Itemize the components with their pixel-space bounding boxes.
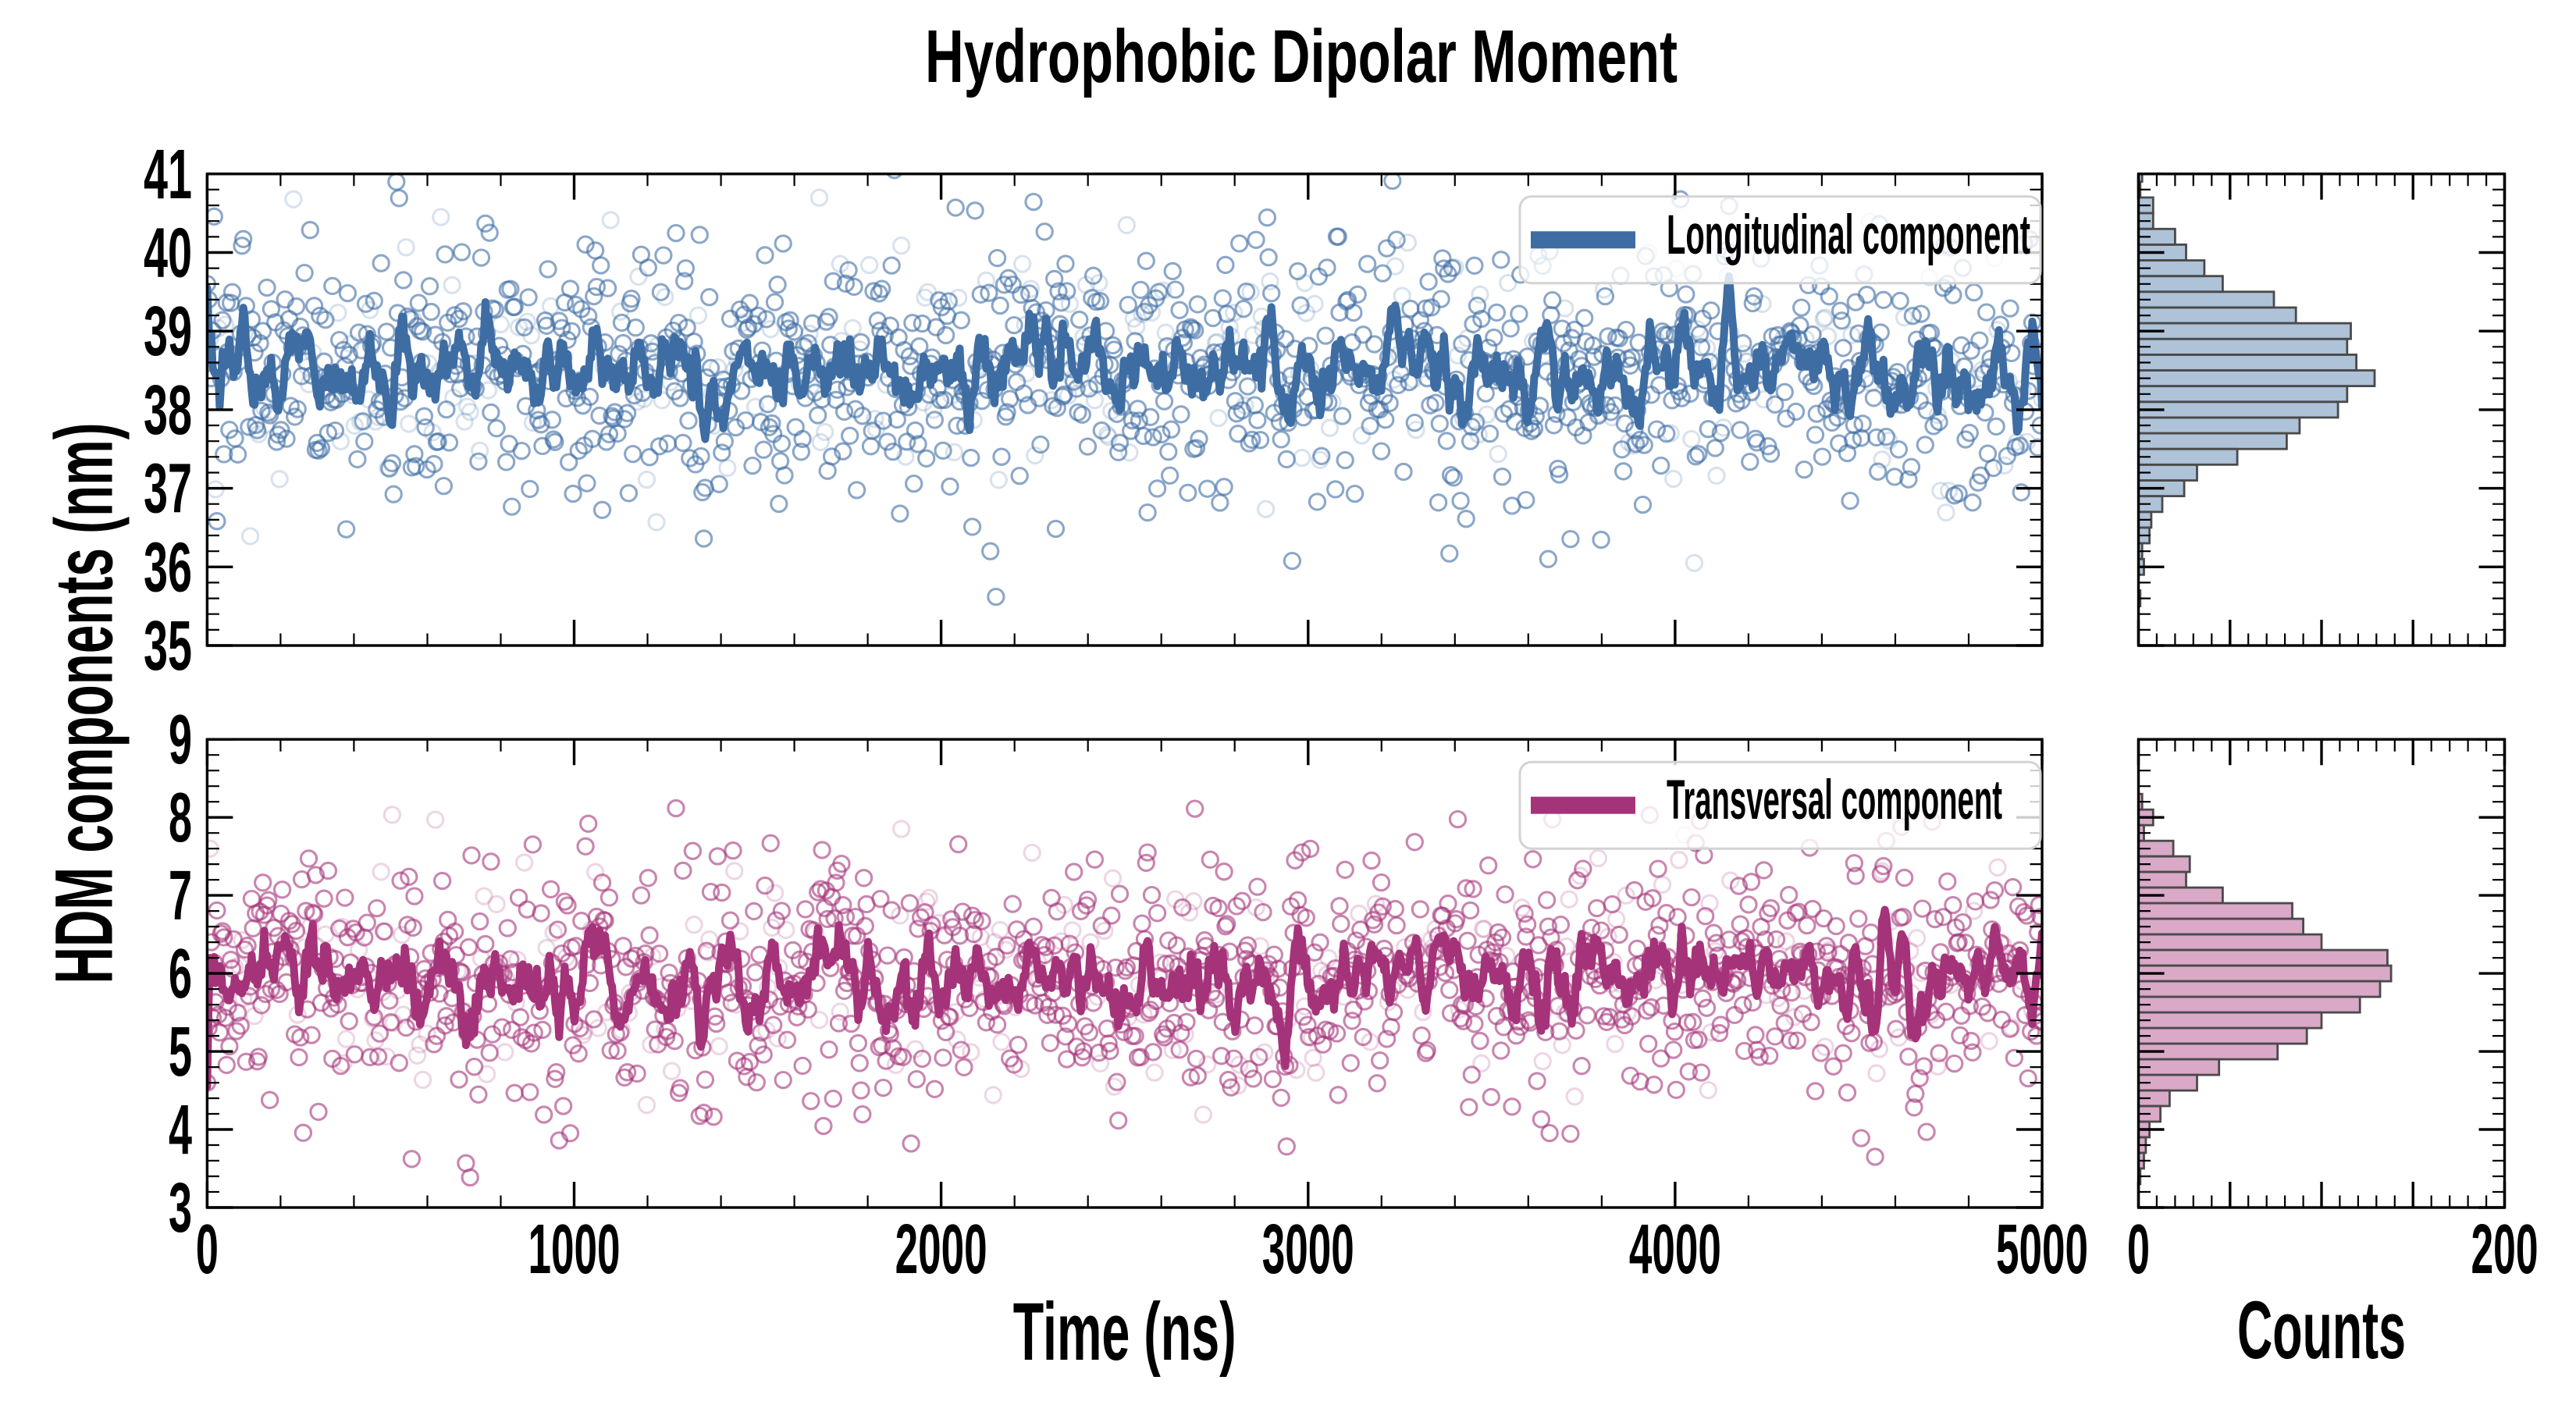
svg-text:41: 41 bbox=[144, 136, 192, 214]
svg-text:36: 36 bbox=[144, 528, 192, 606]
svg-text:Hydrophobic Dipolar Moment: Hydrophobic Dipolar Moment bbox=[925, 15, 1678, 98]
svg-text:5000: 5000 bbox=[1996, 1211, 2088, 1289]
svg-text:37: 37 bbox=[144, 450, 192, 528]
svg-text:HDM components (nm): HDM components (nm) bbox=[39, 423, 130, 984]
svg-text:40: 40 bbox=[144, 215, 192, 293]
svg-text:7: 7 bbox=[169, 857, 192, 935]
svg-text:39: 39 bbox=[144, 293, 192, 371]
svg-text:4000: 4000 bbox=[1629, 1211, 1721, 1289]
svg-text:0: 0 bbox=[2127, 1211, 2150, 1289]
svg-text:6: 6 bbox=[169, 935, 192, 1013]
svg-text:2000: 2000 bbox=[895, 1211, 987, 1289]
svg-text:Counts: Counts bbox=[2237, 1285, 2406, 1376]
svg-text:0: 0 bbox=[196, 1211, 219, 1289]
svg-text:9: 9 bbox=[169, 701, 192, 779]
svg-text:5: 5 bbox=[169, 1013, 192, 1091]
svg-text:35: 35 bbox=[144, 607, 192, 685]
svg-text:3: 3 bbox=[169, 1169, 192, 1247]
svg-text:Longitudinal component: Longitudinal component bbox=[1667, 205, 2030, 266]
svg-text:8: 8 bbox=[169, 779, 192, 857]
svg-text:4: 4 bbox=[169, 1091, 192, 1169]
svg-text:Transversal component: Transversal component bbox=[1667, 770, 2002, 831]
svg-text:38: 38 bbox=[144, 372, 192, 450]
svg-text:3000: 3000 bbox=[1262, 1211, 1354, 1289]
svg-text:200: 200 bbox=[2471, 1211, 2539, 1289]
svg-text:1000: 1000 bbox=[528, 1211, 621, 1289]
svg-text:Time (ns): Time (ns) bbox=[1013, 1286, 1236, 1378]
